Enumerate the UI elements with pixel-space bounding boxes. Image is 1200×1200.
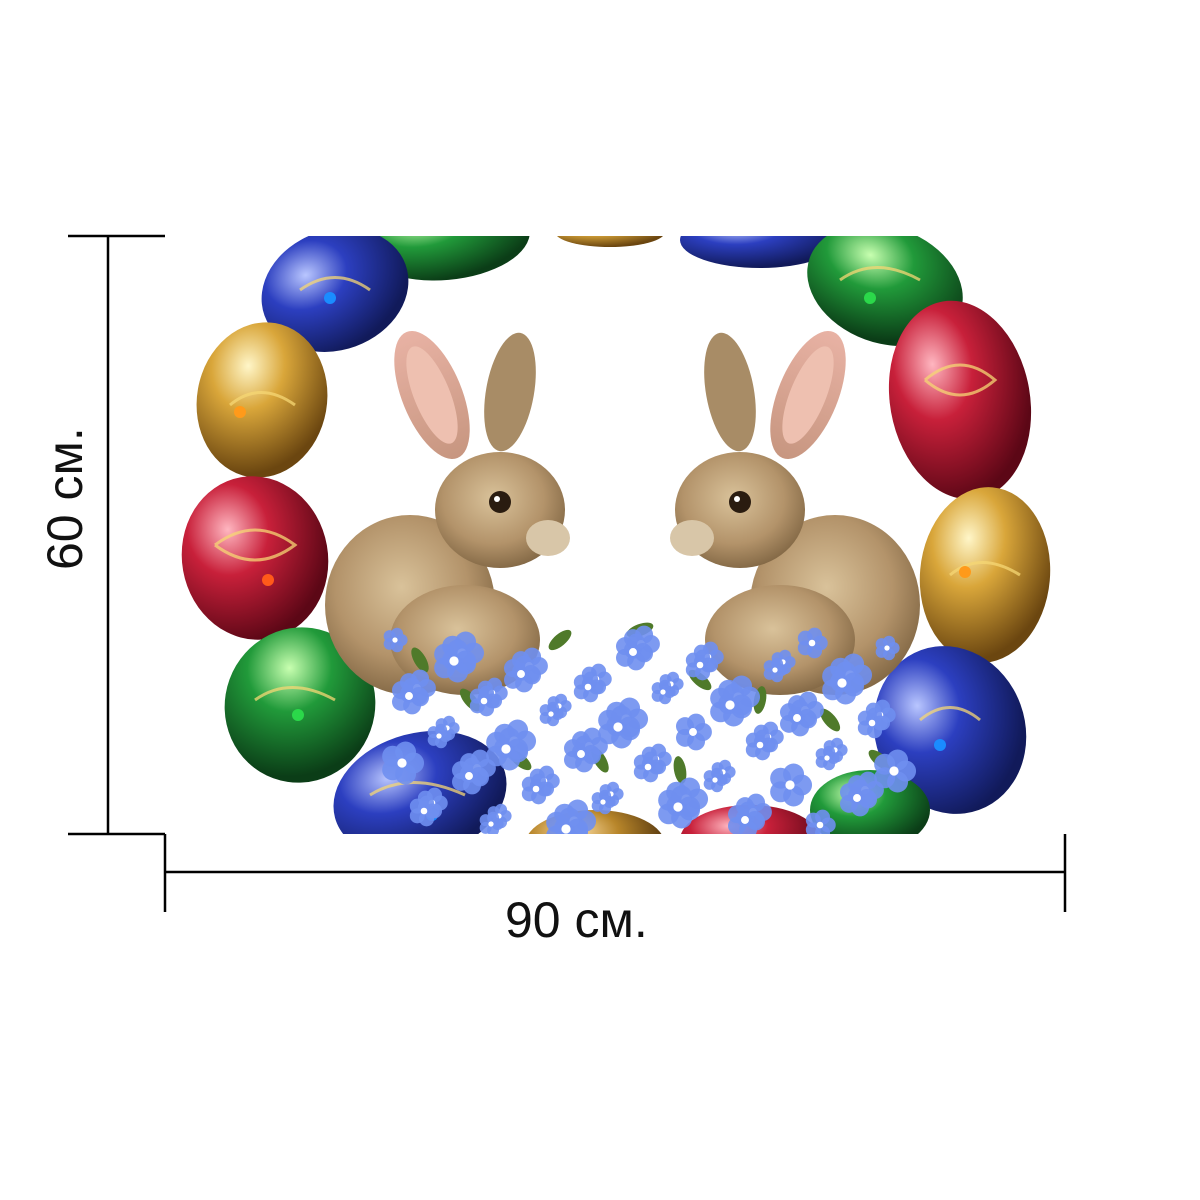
flower [815,745,840,771]
flower [503,655,540,693]
flower [469,685,500,717]
flower [703,767,728,793]
flower [763,657,788,683]
flower [615,633,652,671]
leaf [548,629,572,651]
flower [383,627,408,653]
flower [633,751,664,783]
flower [486,727,529,771]
easter-egg [196,322,328,478]
flower [727,801,764,834]
easter-egg [261,236,409,352]
easter-egg [680,236,840,268]
flower [651,679,676,705]
flower [685,649,716,681]
flower [382,741,425,785]
flower [839,779,876,817]
flower [434,639,477,683]
flower [479,811,504,834]
easter-egg [181,476,329,640]
height-label: 60 см. [37,427,93,570]
flower [598,705,641,749]
leaf [411,647,429,673]
easter-egg [224,627,376,783]
leaf [673,756,687,784]
flower [521,773,552,805]
easter-egg [919,487,1051,663]
flower [591,789,616,815]
egg-wreath [181,236,1051,834]
leaf [819,708,841,732]
flower [710,683,753,727]
flower [797,627,828,659]
flower [857,707,888,739]
width-label: 90 см. [505,892,648,948]
flower [539,701,564,727]
right-rabbit [670,330,920,695]
flower [546,807,589,834]
dimension-lines [68,234,1067,912]
flower [427,723,452,749]
easter-egg [556,236,664,247]
flower [675,713,712,751]
flower [745,729,776,761]
flower [875,635,900,661]
flower [822,661,865,705]
flower [563,735,600,773]
flower [779,699,816,737]
flower [874,749,917,793]
flower [805,809,836,834]
flower [409,795,440,827]
flower [391,677,428,715]
blue-flowers [382,622,917,834]
easter-egg [888,300,1032,500]
flower [451,757,488,795]
flower [573,671,604,703]
flower [658,785,701,829]
flower [770,763,813,807]
